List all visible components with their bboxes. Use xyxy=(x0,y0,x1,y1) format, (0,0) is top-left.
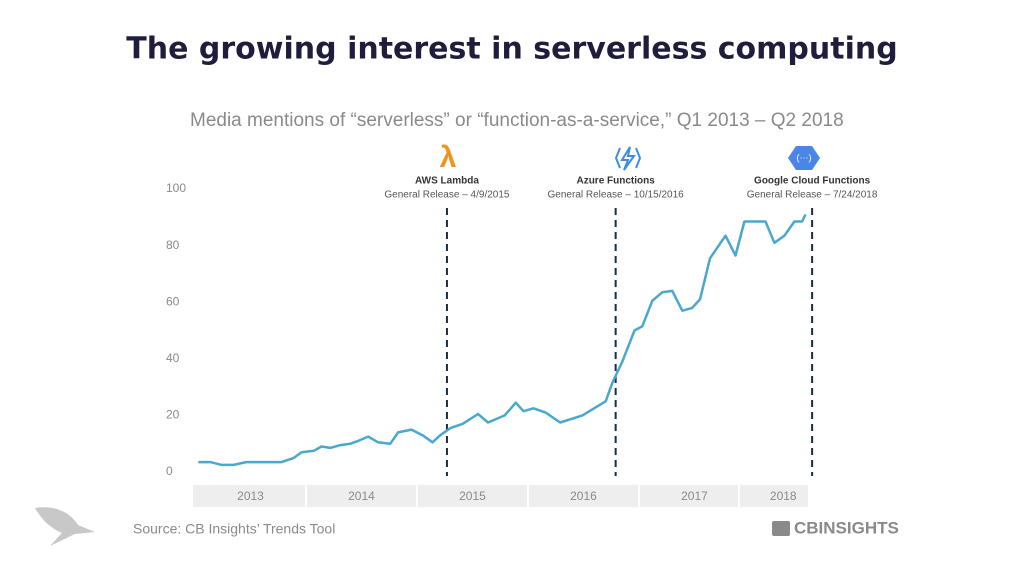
chart-title: Media mentions of “serverless” or “funct… xyxy=(190,110,844,131)
logo-mark xyxy=(772,521,790,536)
x-tick-label: 2016 xyxy=(570,489,597,503)
source: Source: CB Insights’ Trends Tool xyxy=(133,521,335,537)
bird-logo xyxy=(35,507,95,546)
azure-icon xyxy=(614,146,642,171)
gcf-icon-glyph: (···) xyxy=(797,152,812,162)
y-tick-label: 20 xyxy=(166,408,180,422)
release-label: Azure Functions xyxy=(576,176,655,187)
y-tick-label: 100 xyxy=(166,181,186,195)
y-tick-label: 0 xyxy=(166,464,173,478)
gcf-icon xyxy=(788,146,820,170)
release-label: Google Cloud Functions xyxy=(754,176,871,187)
logo: CBINSIGHTS xyxy=(772,518,899,537)
x-tick-label: 2013 xyxy=(237,489,264,503)
y-tick-label: 40 xyxy=(166,351,180,365)
aws-icon: λ xyxy=(440,141,457,174)
x-tick-label: 2017 xyxy=(681,489,708,503)
slide-title: The growing interest in serverless compu… xyxy=(126,32,897,67)
release-sublabel: General Release – 4/9/2015 xyxy=(384,190,510,201)
x-tick-label: 2014 xyxy=(348,489,375,503)
y-tick-label: 60 xyxy=(166,294,180,308)
data-line xyxy=(198,213,807,467)
x-tick-label: 2015 xyxy=(459,489,486,503)
x-tick-label: 2018 xyxy=(770,489,797,503)
release-sublabel: General Release – 10/15/2016 xyxy=(548,190,685,201)
release-label: AWS Lambda xyxy=(415,176,479,187)
x-axis-band xyxy=(193,485,808,507)
logo-text: CBINSIGHTS xyxy=(794,518,899,537)
release-sublabel: General Release – 7/24/2018 xyxy=(747,190,878,201)
y-tick-label: 80 xyxy=(166,238,180,252)
